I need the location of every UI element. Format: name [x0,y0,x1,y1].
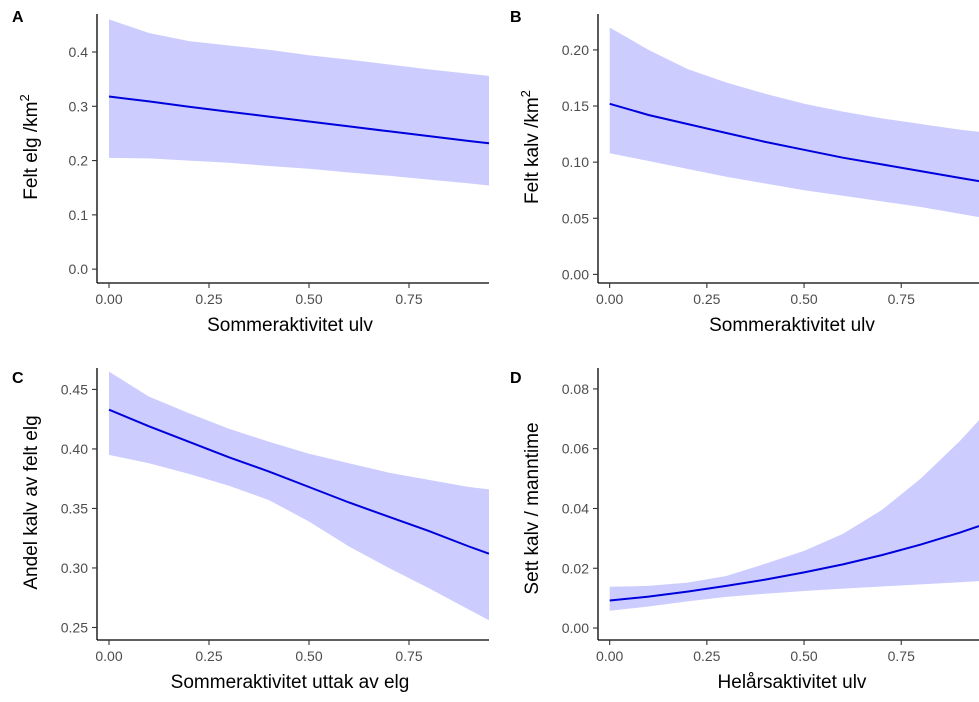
x-tick-label: 0.00 [596,648,623,664]
y-tick-label: 0.2 [69,153,89,169]
x-tick-label: 0.75 [395,291,422,307]
panel-letter: C [12,370,24,387]
y-tick-label: 0.10 [562,154,589,170]
fitted-line [108,408,489,555]
x-tick-label: 0.50 [790,291,817,307]
y-axis-title-text: Felt kalv /km [522,97,543,204]
y-axis-title: Andel kalv av felt elg [21,415,42,589]
confidence-band [109,371,489,621]
y-tick-label: 0.06 [562,441,589,457]
y-tick-label: 0.45 [61,381,88,397]
y-tick-label: 0.4 [69,44,89,60]
confidence-band [609,27,979,218]
y-tick-label: 0.0 [69,261,89,277]
x-axis-title: Sommeraktivitet ulv [207,315,373,336]
x-tick-label: 0.00 [95,648,122,664]
panel-letter: D [510,370,522,387]
y-axis-title-text: Sett kalv / manntime [522,422,543,594]
y-axis-title: Felt kalv /km2 [518,90,543,204]
x-tick-label: 0.25 [693,648,720,664]
x-tick-label: 0.50 [295,291,322,307]
y-tick-label: 0.40 [61,441,88,457]
y-tick-label: 0.30 [61,560,88,576]
x-axis-title: Sommeraktivitet uttak av elg [171,672,410,693]
y-tick-label: 0.00 [562,620,589,636]
confidence-band [609,420,979,611]
y-tick-label: 0.35 [61,500,88,516]
fitted-line [609,525,979,602]
panel-letter: A [12,9,24,26]
x-tick-label: 0.75 [888,291,915,307]
panel-c: 0.25 0.30 0.35 0.40 0.45 0.00 0.25 0.50 0.75 Somm… [12,368,489,693]
y-axis-title: Felt elg /km2 [17,94,42,199]
y-axis-title-text: Felt elg /km [21,102,42,200]
y-axis-title: Sett kalv / manntime [522,422,543,594]
panel-a: 0.0 0.1 0.2 0.3 0.4 0.00 0.25 0.50 0.75 Sommerakt… [12,9,489,336]
x-tick-label: 0.25 [195,291,222,307]
fitted-line [108,95,489,145]
panel-b: 0.00 0.05 0.10 0.15 0.20 0.00 0.25 0.50 0.75 Somm… [510,9,979,336]
y-axis-title-superscript: 2 [518,90,533,97]
y-tick-label: 0.1 [69,207,89,223]
x-tick-label: 0.25 [195,648,222,664]
y-tick-label: 0.05 [562,210,589,226]
x-axis-title: Helårsaktivitet ulv [718,672,867,693]
y-tick-label: 0.00 [562,266,589,282]
y-tick-label: 0.20 [562,42,589,58]
y-axis-title-superscript: 2 [17,94,32,101]
y-tick-label: 0.3 [69,98,89,114]
x-tick-label: 0.75 [888,648,915,664]
y-tick-label: 0.02 [562,560,589,576]
x-tick-label: 0.50 [790,648,817,664]
x-tick-label: 0.00 [596,291,623,307]
fitted-line [609,102,979,183]
y-tick-label: 0.04 [562,500,589,516]
x-tick-label: 0.50 [295,648,322,664]
y-tick-label: 0.08 [562,381,589,397]
x-axis-title: Sommeraktivitet ulv [709,315,875,336]
x-tick-label: 0.00 [95,291,122,307]
y-tick-label: 0.25 [61,619,88,635]
panel-d: 0.00 0.02 0.04 0.06 0.08 0.00 0.25 0.50 0.75 Helå… [510,368,979,693]
x-tick-label: 0.75 [395,648,422,664]
panel-letter: B [510,9,522,26]
y-axis-title-text: Andel kalv av felt elg [21,415,42,589]
confidence-band [109,19,489,186]
y-tick-label: 0.15 [562,98,589,114]
x-tick-label: 0.25 [693,291,720,307]
